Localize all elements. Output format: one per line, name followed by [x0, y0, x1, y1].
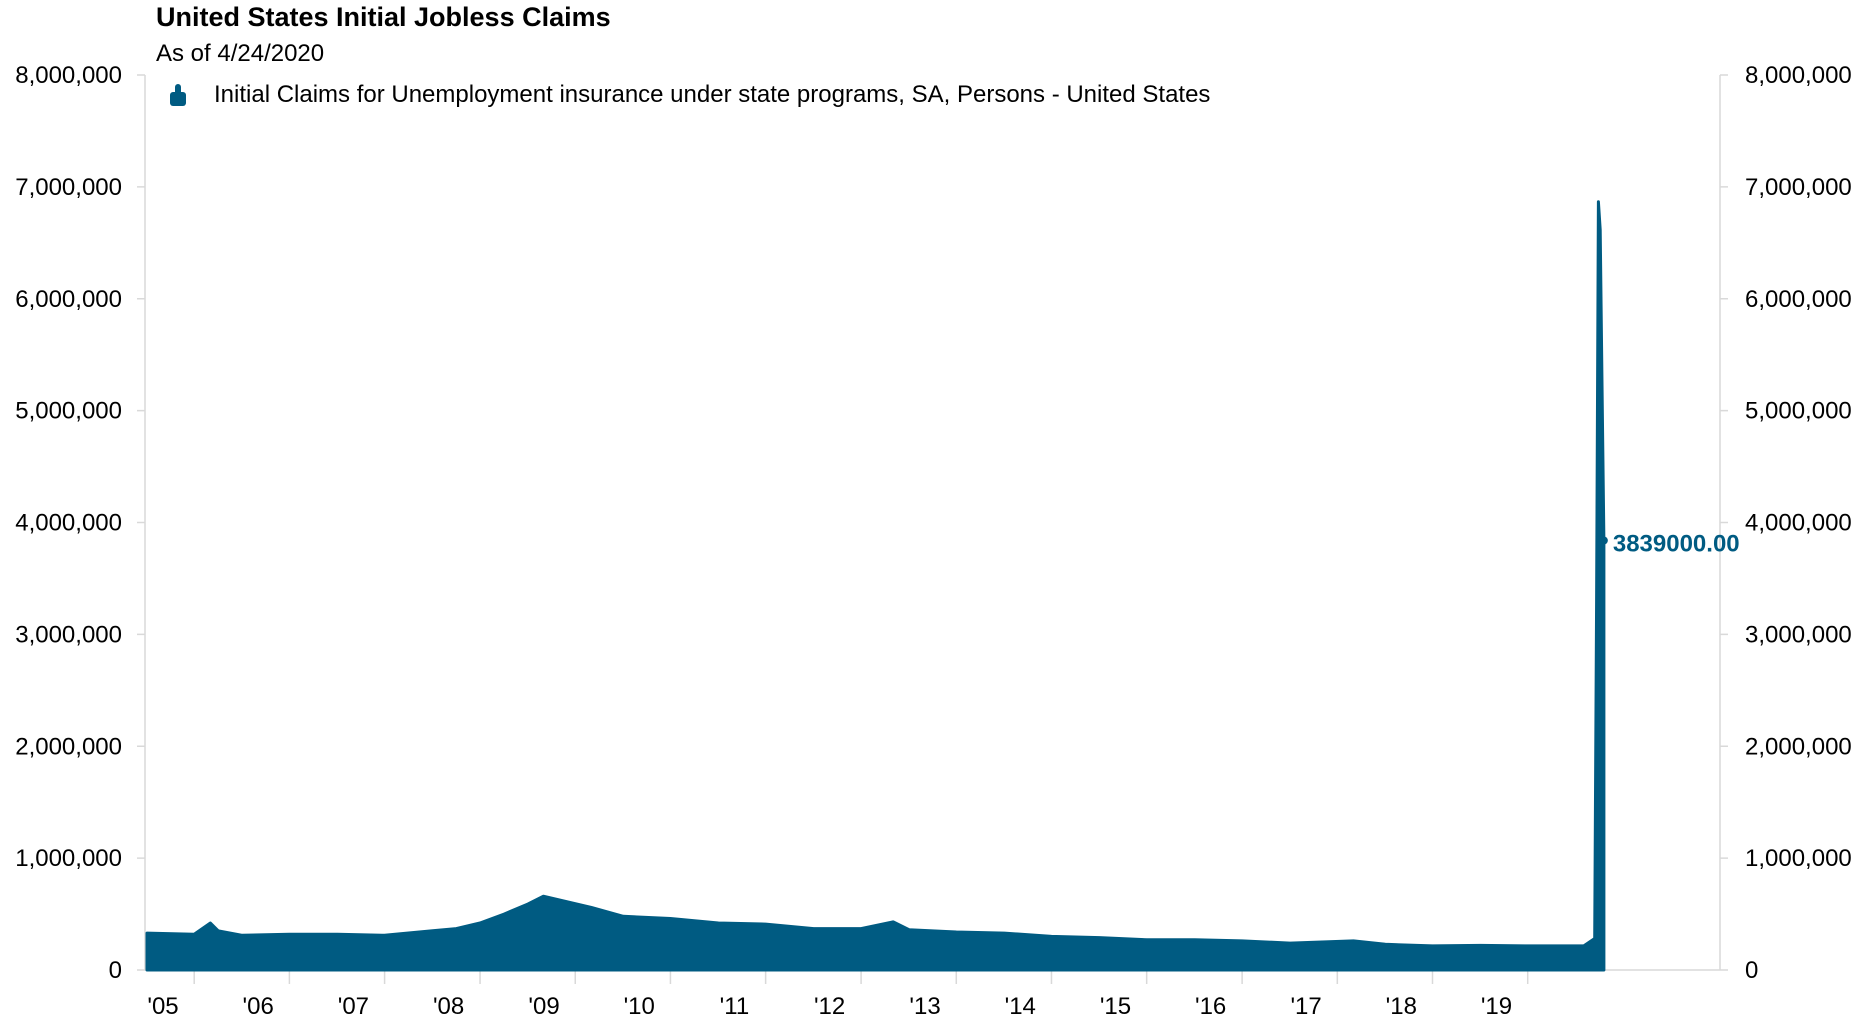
y-tick-label-left: 2,000,000 [15, 733, 122, 760]
y-tick-label-right: 0 [1745, 957, 1758, 984]
y-tick-label-left: 7,000,000 [15, 174, 122, 201]
labels-layer: 3839000.00 [1613, 531, 1740, 558]
x-tick-label: '11 [720, 993, 750, 1019]
y-tick-label-right: 8,000,000 [1745, 62, 1852, 89]
series-layer [145, 200, 1608, 972]
y-tick-label-right: 2,000,000 [1745, 733, 1852, 760]
x-tick-label: '16 [1195, 993, 1226, 1019]
legend[interactable]: Initial Claims for Unemployment insuranc… [168, 80, 1210, 110]
y-tick-label-left: 8,000,000 [15, 62, 122, 89]
y-tick-label-right: 3,000,000 [1745, 621, 1852, 648]
x-tick-label: '07 [338, 993, 369, 1019]
x-tick-label: '06 [243, 993, 274, 1019]
chart-subtitle: As of 4/24/2020 [156, 40, 325, 67]
last-value-marker [1599, 536, 1608, 545]
series-area [145, 200, 1606, 972]
y-tick-label-right: 7,000,000 [1745, 174, 1852, 201]
x-tick-label: '17 [1290, 993, 1321, 1019]
legend-series-label: Initial Claims for Unemployment insuranc… [214, 81, 1211, 108]
y-tick-label-left: 6,000,000 [15, 286, 122, 313]
x-tick-label: '14 [1005, 993, 1036, 1019]
series-marker-icon [168, 82, 188, 108]
y-tick-label-left: 4,000,000 [15, 510, 122, 537]
x-tick-label: '10 [624, 993, 655, 1019]
x-tick-label: '15 [1100, 993, 1131, 1019]
x-tick-label: '13 [909, 993, 940, 1019]
y-tick-label-left: 3,000,000 [15, 621, 122, 648]
x-tick-label: '19 [1481, 993, 1512, 1019]
x-tick-label: '08 [433, 993, 464, 1019]
x-tick-label: '12 [814, 993, 845, 1019]
x-tick-label: '05 [147, 993, 178, 1019]
x-tick-label: '18 [1386, 993, 1417, 1019]
y-tick-label-right: 5,000,000 [1745, 398, 1852, 425]
axes: 0 0 1,000,000 1,000,000 2,000,000 2,000,000 3,… [15, 62, 1852, 1019]
y-tick-label-right: 1,000,000 [1745, 845, 1852, 872]
y-tick-label-right: 4,000,000 [1745, 510, 1852, 537]
y-tick-label-left: 1,000,000 [15, 845, 122, 872]
y-tick-label-left: 0 [109, 957, 122, 984]
x-tick-label: '09 [528, 993, 559, 1019]
y-tick-label-right: 6,000,000 [1745, 286, 1852, 313]
last-value-label: 3839000.00 [1613, 531, 1740, 558]
chart-title: United States Initial Jobless Claims [156, 2, 611, 32]
y-tick-label-left: 5,000,000 [15, 398, 122, 425]
